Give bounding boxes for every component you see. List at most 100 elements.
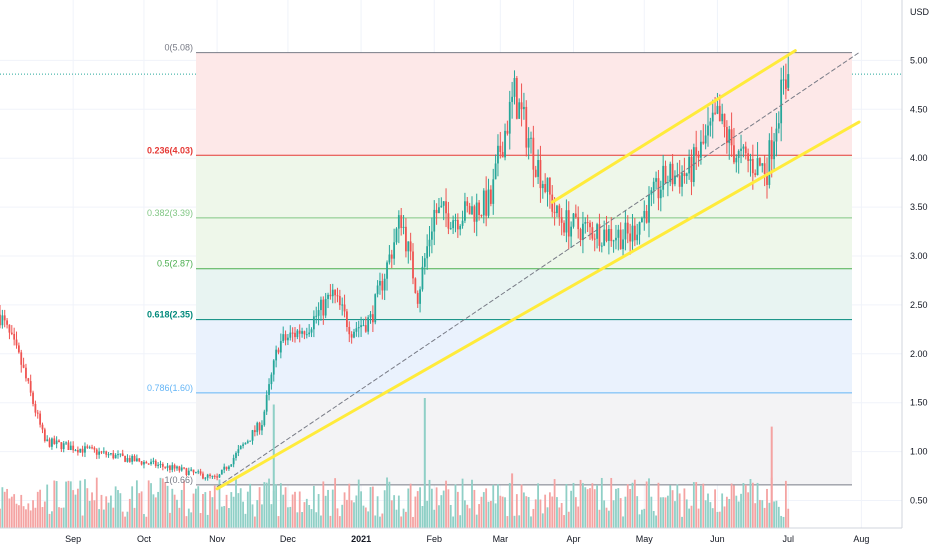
candle-body	[664, 165, 667, 183]
volume-bar	[39, 489, 42, 528]
volume-bar	[34, 507, 37, 528]
volume-bar	[303, 502, 306, 528]
candle-body	[759, 158, 761, 166]
candle-body	[298, 330, 301, 334]
candle-body	[579, 229, 582, 241]
candle-body	[199, 471, 202, 474]
candle-body	[145, 461, 148, 464]
volume-bar	[263, 482, 266, 528]
volume-bar	[461, 478, 464, 528]
volume-bar	[497, 484, 499, 528]
volume-bar	[364, 507, 367, 528]
candle-body	[34, 403, 37, 413]
volume-bar	[766, 488, 768, 528]
candle-body	[324, 298, 327, 316]
candle-body	[350, 334, 353, 338]
candle-body	[574, 213, 577, 218]
volume-bar	[48, 513, 51, 528]
fibonacci-labels: 0(5.08) 0.236(4.03) 0.382(3.39) 0.5(2.87) 0.…	[147, 43, 193, 485]
volume-bar	[131, 486, 134, 528]
candle-body	[8, 324, 11, 333]
volume-bar	[53, 480, 56, 528]
candle-body	[494, 163, 497, 180]
candle-body	[287, 337, 289, 341]
candle-body	[244, 442, 247, 445]
volume-bar	[603, 500, 606, 528]
candle-body	[48, 439, 51, 447]
volume-bar	[742, 483, 745, 528]
trend-channel[interactable]	[215, 49, 861, 491]
volume-bar	[206, 514, 209, 528]
candle-body	[626, 222, 629, 234]
candle-body	[412, 251, 414, 279]
currency-label[interactable]: USD	[910, 7, 930, 17]
volume-bar	[41, 507, 44, 528]
candle-body	[784, 79, 787, 90]
candle-body	[582, 223, 584, 241]
volume-bar	[128, 498, 131, 528]
candle-body	[584, 222, 587, 224]
volume-bar	[430, 488, 433, 528]
candle-body	[346, 311, 348, 328]
x-tick-label: Apr	[566, 534, 580, 544]
candle-body	[709, 121, 712, 126]
candle-body	[369, 314, 372, 318]
candle-body	[322, 299, 325, 316]
volume-bar	[192, 493, 195, 528]
volume-bar	[249, 483, 252, 528]
candle-body	[480, 214, 483, 216]
x-tick-label: 2021	[351, 534, 371, 544]
candle-body	[15, 339, 18, 346]
channel-upper-line[interactable]	[550, 49, 797, 204]
volume-bar	[747, 492, 750, 528]
candle-body	[251, 430, 254, 441]
candle-body	[636, 234, 639, 241]
volume-bar	[506, 516, 509, 528]
volume-bar	[353, 502, 355, 528]
volume-bar	[178, 507, 181, 528]
candle-body	[0, 314, 1, 326]
candle-body	[338, 296, 341, 306]
candle-body	[265, 394, 268, 412]
volume-bar	[228, 508, 230, 528]
candle-body	[456, 219, 459, 230]
candle-body	[452, 220, 455, 229]
candle-body	[700, 141, 702, 158]
volume-bar	[310, 509, 313, 528]
volume-bar	[161, 478, 164, 528]
candle-body	[615, 237, 617, 241]
volume-bar	[312, 485, 315, 528]
volume-bar	[287, 507, 289, 528]
volume-bar	[239, 488, 242, 528]
candle-body	[258, 422, 261, 431]
volume-bar	[327, 489, 329, 528]
candle-body	[310, 329, 313, 333]
volume-bar	[242, 501, 244, 528]
volume-bar	[700, 485, 702, 528]
volume-bar	[489, 500, 492, 528]
candle-body	[617, 229, 620, 238]
volume-bar	[107, 502, 110, 528]
volume-bar	[565, 483, 568, 528]
candle-body	[723, 113, 726, 128]
candle-body	[565, 210, 568, 233]
volume-bar	[22, 506, 25, 528]
volume-bar	[572, 482, 575, 528]
candle-body	[213, 475, 216, 477]
y-tick-label: 1.50	[910, 398, 928, 408]
candle-body	[499, 145, 502, 152]
volume-bar	[27, 503, 30, 528]
volume-bar	[664, 497, 667, 528]
volume-bar	[69, 481, 72, 528]
channel-midline[interactable]	[216, 52, 860, 488]
candle-body	[511, 96, 514, 102]
candle-body	[395, 228, 398, 243]
volume-bar	[150, 483, 152, 528]
candle-body	[688, 156, 691, 174]
volume-bar	[435, 487, 438, 528]
volume-bar	[386, 477, 388, 528]
channel-lower-line[interactable]	[215, 120, 861, 491]
volume-bar	[556, 497, 558, 528]
